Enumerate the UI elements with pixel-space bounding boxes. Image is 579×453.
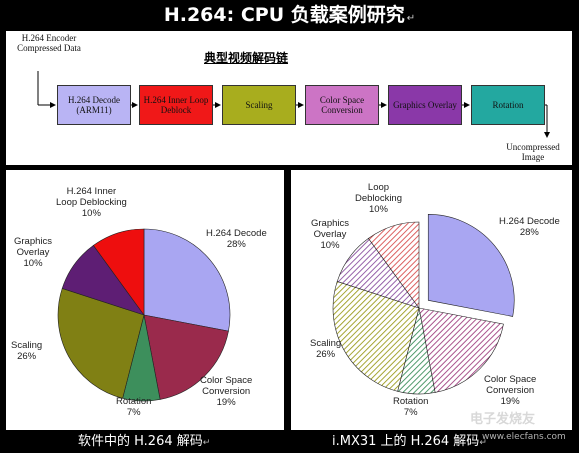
label-scaling: Scaling 26% — [11, 340, 43, 362]
label-rotation: Rotation 7% — [116, 396, 152, 418]
pie-slice-scaling — [332, 281, 420, 392]
stage-rotation: Rotation — [471, 85, 545, 125]
pie-slice-loop-deblocking — [368, 221, 420, 309]
output-label: Uncompressed Image — [506, 142, 560, 162]
label-graphics-overlay-right: Graphics Overlay 10% — [311, 218, 350, 251]
label-loop-deblocking: Loop Deblocking 10% — [355, 182, 402, 215]
input-data-label: H.264 Encoder Compressed Data — [17, 33, 81, 53]
pie-slice-h-264-inner-loop-deblocking — [93, 228, 145, 316]
software-pie-panel: H.264 Inner Loop Deblocking 10% H.264 Deco… — [6, 170, 284, 430]
page-title: H.264: CPU 负载案例研究 ↵ — [163, 4, 416, 26]
stage-inner-loop-deblock: H.264 Inner Loop Deblock — [139, 85, 213, 125]
imx31-pie-panel: Loop Deblocking 10% H.264 Decode 28% Graphi… — [291, 170, 572, 430]
pie-slice-color-space-conversion — [143, 314, 229, 400]
pie-slice-h-264-decode — [427, 214, 515, 317]
stage-graphics-overlay: Graphics Overlay — [388, 85, 462, 125]
watermark-logo: 电子发烧友 — [470, 412, 536, 427]
label-color-space-conversion: Color Space Conversion 19% — [200, 375, 253, 408]
watermark-url: www.elecfans.com — [482, 432, 566, 442]
label-graphics-overlay: Graphics Overlay 10% — [14, 236, 53, 269]
flow-arrows — [37, 71, 550, 138]
pie-slice-h-264-decode — [143, 228, 231, 332]
label-color-space-conversion-right: Color Space Conversion 19% — [484, 374, 537, 407]
stage-h264-decode: H.264 Decode (ARM11) — [57, 85, 131, 125]
label-rotation-right: Rotation 7% — [393, 396, 429, 418]
label-deblock: H.264 Inner Loop Deblocking 10% — [56, 186, 127, 219]
imx31-pie-chart — [332, 214, 515, 395]
pie-slice-color-space-conversion — [418, 307, 504, 393]
left-caption: 软件中的 H.264 解码↵ — [78, 434, 211, 449]
right-caption: i.MX31 上的 H.264 解码↵ — [332, 434, 487, 449]
decode-chain-panel: H.264 Encoder Compressed Data 典型视频解码链 H.… — [6, 31, 572, 165]
label-scaling-right: Scaling 26% — [310, 338, 342, 360]
chain-title: 典型视频解码链 — [204, 51, 289, 65]
pie-slice-scaling — [57, 288, 145, 399]
software-pie-chart — [57, 228, 231, 402]
stage-scaling: Scaling — [222, 85, 296, 125]
stage-color-space-conversion: Color Space Conversion — [305, 85, 379, 125]
label-h264-decode-right: H.264 Decode 28% — [499, 216, 560, 238]
label-h264-decode: H.264 Decode 28% — [206, 228, 267, 250]
